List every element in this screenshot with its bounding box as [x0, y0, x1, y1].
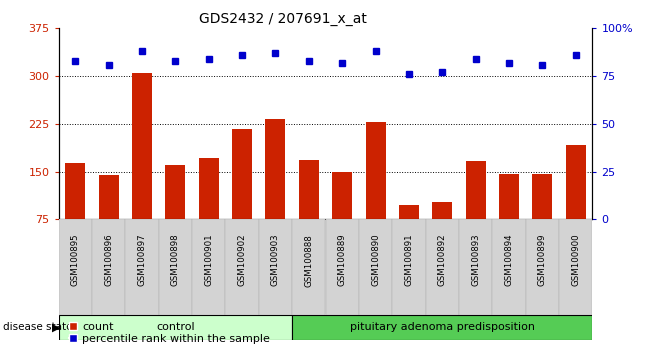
Text: GSM100901: GSM100901: [204, 234, 214, 286]
Bar: [399, 205, 419, 219]
Bar: [225, 219, 258, 315]
Bar: [432, 202, 452, 219]
Bar: [199, 158, 219, 219]
Text: GSM100890: GSM100890: [371, 234, 380, 286]
Text: disease state: disease state: [3, 322, 73, 332]
Bar: [192, 219, 225, 315]
Text: GSM100900: GSM100900: [571, 234, 580, 286]
Bar: [332, 172, 352, 219]
Legend: count, percentile rank within the sample: count, percentile rank within the sample: [64, 317, 274, 348]
Bar: [59, 315, 292, 340]
Bar: [525, 219, 559, 315]
Bar: [533, 173, 552, 219]
Bar: [59, 219, 92, 315]
Text: GSM100896: GSM100896: [104, 234, 113, 286]
Text: GSM100903: GSM100903: [271, 234, 280, 286]
Text: GSM100889: GSM100889: [338, 234, 347, 286]
Bar: [459, 219, 492, 315]
Text: GSM100892: GSM100892: [437, 234, 447, 286]
Bar: [292, 315, 592, 340]
Bar: [392, 219, 426, 315]
Bar: [132, 73, 152, 219]
Text: GSM100895: GSM100895: [71, 234, 80, 286]
Bar: [359, 219, 392, 315]
Bar: [326, 219, 359, 315]
Bar: [165, 165, 186, 219]
Bar: [92, 219, 125, 315]
Bar: [159, 219, 192, 315]
Bar: [292, 219, 326, 315]
Text: GSM100898: GSM100898: [171, 234, 180, 286]
Text: GSM100897: GSM100897: [137, 234, 146, 286]
Bar: [465, 161, 486, 219]
Text: pituitary adenoma predisposition: pituitary adenoma predisposition: [350, 322, 534, 332]
Text: GSM100899: GSM100899: [538, 234, 547, 286]
Bar: [65, 164, 85, 219]
Bar: [492, 219, 525, 315]
Text: GSM100891: GSM100891: [404, 234, 413, 286]
Text: GSM100902: GSM100902: [238, 234, 247, 286]
Bar: [99, 175, 118, 219]
Title: GDS2432 / 207691_x_at: GDS2432 / 207691_x_at: [199, 12, 367, 26]
Bar: [125, 219, 159, 315]
Bar: [566, 145, 586, 219]
Bar: [266, 119, 285, 219]
Bar: [559, 219, 592, 315]
Bar: [426, 219, 459, 315]
Bar: [299, 160, 319, 219]
Text: GSM100894: GSM100894: [505, 234, 514, 286]
Bar: [499, 173, 519, 219]
Bar: [365, 122, 385, 219]
Bar: [258, 219, 292, 315]
Text: GSM100893: GSM100893: [471, 234, 480, 286]
Text: GSM100888: GSM100888: [304, 234, 313, 287]
Bar: [232, 129, 252, 219]
Text: ▶: ▶: [52, 322, 61, 332]
Text: control: control: [156, 322, 195, 332]
